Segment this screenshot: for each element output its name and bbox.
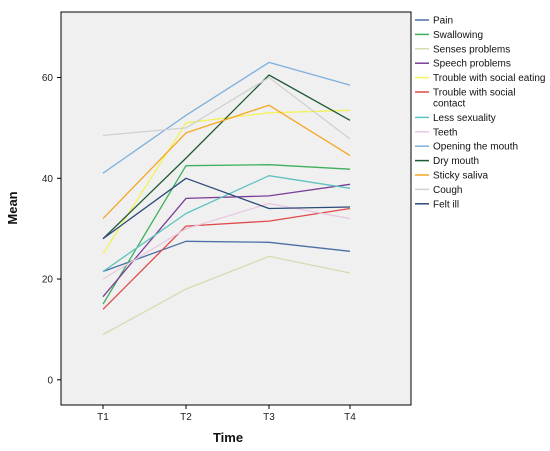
legend-label-sticky-saliva: Sticky saliva [433,171,488,182]
x-tick-label: T3 [263,412,275,423]
legend-label-trouble-with-social-eating: Trouble with social eating [433,73,545,84]
x-tick-label: T4 [344,412,356,423]
y-tick-label: 60 [42,73,54,84]
legend-label-opening-the-mouth: Opening the mouth [433,142,518,153]
series-lines [102,61,351,336]
series-line-pain [102,240,351,273]
legend-label-less-sexuality: Less sexuality [433,113,496,124]
series-line-speech-problems [102,183,351,298]
x-axis: T1 T2 T3 T4 [97,405,356,423]
y-axis: 0 20 40 60 [42,73,61,386]
series-line-dry-mouth [102,74,351,240]
series-line-senses-problems [102,255,351,336]
legend-label-swallowing: Swallowing [433,30,483,41]
series-line-cough [102,76,351,140]
legend-label-teeth: Teeth [433,127,457,138]
legend-label-trouble-with-social-contact: Trouble with social contact [433,88,515,110]
legend-label-speech-problems: Speech problems [433,59,511,70]
legend-label-felt-ill: Felt ill [433,199,459,210]
series-line-less-sexuality [102,175,351,273]
x-tick-label: T2 [180,412,192,423]
series-line-teeth [102,202,351,280]
legend-label-cough: Cough [433,185,462,196]
series-line-trouble-with-social-eating [102,109,351,255]
x-tick-label: T1 [97,412,109,423]
series-line-sticky-saliva [102,104,351,220]
plot-area [60,11,412,406]
y-tick-label: 20 [42,275,54,286]
y-axis-title: Mean [5,191,20,224]
legend-label-pain: Pain [433,16,453,27]
series-line-swallowing [102,164,351,305]
series-line-opening-the-mouth [102,61,351,174]
legend: Pain Swallowing Senses problems Speech prob… [415,16,545,210]
legend-label-dry-mouth: Dry mouth [433,156,479,167]
y-tick-label: 40 [42,174,54,185]
series-line-felt-ill [102,177,351,240]
series-line-trouble-with-social-contact [102,207,351,310]
y-tick-label: 0 [47,375,53,386]
x-axis-title: Time [213,430,243,445]
legend-label-senses-problems: Senses problems [433,44,510,55]
